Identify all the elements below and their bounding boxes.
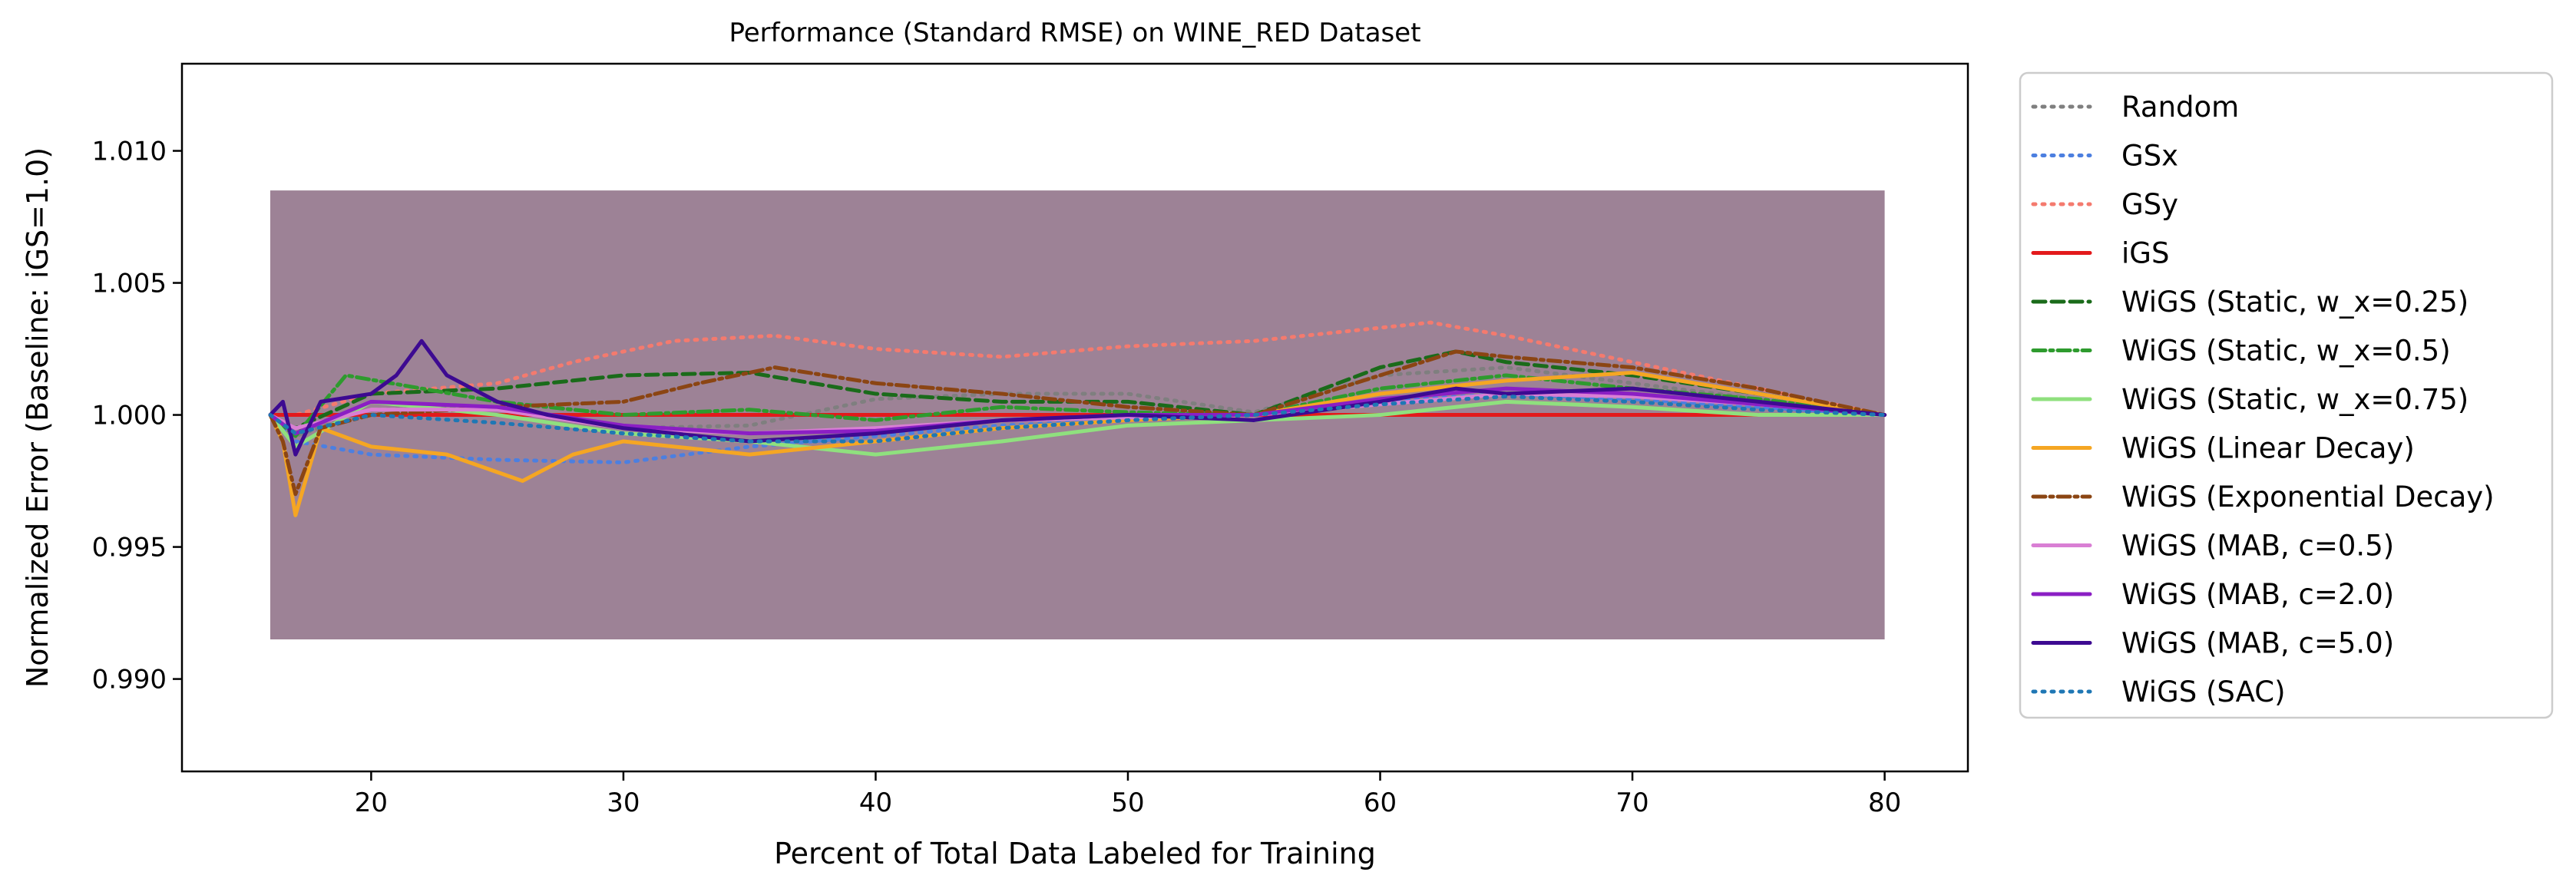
chart-title: Performance (Standard RMSE) on WINE_RED … bbox=[729, 18, 1420, 48]
x-tick-label: 70 bbox=[1615, 788, 1648, 818]
legend-label-12: WiGS (SAC) bbox=[2121, 675, 2286, 708]
x-axis-label: Percent of Total Data Labeled for Traini… bbox=[774, 837, 1376, 870]
x-tick-label: 60 bbox=[1364, 788, 1397, 818]
legend-label-4: WiGS (Static, w_x=0.25) bbox=[2121, 286, 2469, 319]
series-line-11 bbox=[268, 339, 1887, 457]
y-tick-label: 1.005 bbox=[92, 269, 167, 299]
legend-label-8: WiGS (Exponential Decay) bbox=[2121, 481, 2495, 514]
legend-label-1: GSx bbox=[2121, 140, 2178, 173]
legend-label-7: WiGS (Linear Decay) bbox=[2121, 432, 2415, 465]
y-axis: 0.990 0.995 1.000 1.005 1.010 bbox=[92, 137, 182, 695]
plot-area bbox=[180, 62, 1969, 773]
x-tick-label: 50 bbox=[1111, 788, 1144, 818]
x-tick-label: 40 bbox=[859, 788, 892, 818]
legend-label-9: WiGS (MAB, c=0.5) bbox=[2121, 530, 2394, 563]
plot-frame bbox=[180, 62, 1969, 773]
series-line-6 bbox=[268, 399, 1887, 457]
legend-label-2: GSy bbox=[2121, 188, 2178, 221]
legend-label-0: Random bbox=[2121, 91, 2239, 124]
legend-label-6: WiGS (Static, w_x=0.75) bbox=[2121, 383, 2469, 416]
y-axis-label: Normalized Error (Baseline: iGS=1.0) bbox=[21, 147, 55, 688]
series-layer bbox=[268, 320, 1887, 517]
legend-items: Random GSx GSy iGS WiGS (Static, w_x=0.25) Wi… bbox=[2031, 91, 2495, 708]
x-tick-label: 30 bbox=[607, 788, 640, 818]
y-tick-label: 0.995 bbox=[92, 533, 167, 563]
legend-label-5: WiGS (Static, w_x=0.5) bbox=[2121, 335, 2451, 368]
legend-label-3: iGS bbox=[2121, 237, 2169, 270]
legend-label-10: WiGS (MAB, c=2.0) bbox=[2121, 578, 2394, 611]
series-line-5 bbox=[268, 373, 1887, 438]
legend-frame bbox=[2019, 71, 2554, 719]
series-line-12 bbox=[268, 394, 1887, 444]
y-tick-label: 1.000 bbox=[92, 401, 167, 431]
x-axis: 20 30 40 50 60 70 80 bbox=[355, 771, 1901, 818]
y-tick-label: 0.990 bbox=[92, 665, 167, 695]
series-line-2 bbox=[268, 320, 1887, 418]
legend-label-11: WiGS (MAB, c=5.0) bbox=[2121, 627, 2394, 660]
legend: Random GSx GSy iGS WiGS (Static, w_x=0.25) Wi… bbox=[2019, 71, 2554, 719]
y-tick-label: 1.010 bbox=[92, 137, 167, 167]
x-tick-label: 80 bbox=[1868, 788, 1901, 818]
x-tick-label: 20 bbox=[355, 788, 388, 818]
